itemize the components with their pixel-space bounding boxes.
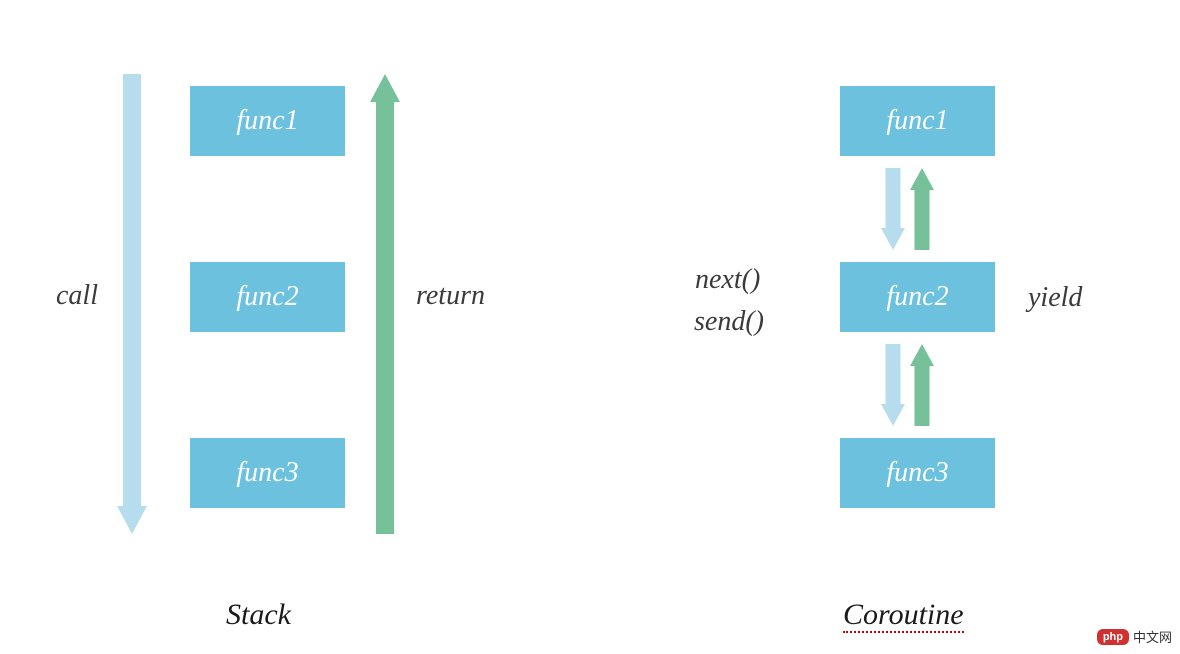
- coroutine-box-func3: func3: [840, 438, 995, 508]
- coroutine-box-func1: func1: [840, 86, 995, 156]
- watermark-text: 中文网: [1133, 627, 1172, 646]
- watermark: php 中文网: [1097, 627, 1172, 646]
- coroutine-label-next: next(): [695, 264, 760, 296]
- watermark-badge: php: [1097, 629, 1129, 645]
- stack-box-func3: func3: [190, 438, 345, 508]
- stack-box-func1-label: func1: [236, 105, 298, 137]
- coroutine-arrow-down-2: [881, 344, 905, 426]
- diagram-root: func1 func2 func3 call return Stack: [0, 0, 1180, 654]
- stack-label-return: return: [416, 280, 485, 312]
- coroutine-box-func1-label: func1: [886, 105, 948, 137]
- stack-call-arrow: [117, 74, 147, 534]
- stack-box-func1: func1: [190, 86, 345, 156]
- stack-box-func3-label: func3: [236, 457, 298, 489]
- stack-box-func2: func2: [190, 262, 345, 332]
- stack-box-func2-label: func2: [236, 281, 298, 313]
- coroutine-arrow-up-2: [910, 344, 934, 426]
- stack-return-arrow: [370, 74, 400, 534]
- coroutine-title: Coroutine: [843, 598, 964, 632]
- coroutine-arrow-up-1: [910, 168, 934, 250]
- coroutine-label-yield: yield: [1028, 282, 1082, 314]
- coroutine-box-func2: func2: [840, 262, 995, 332]
- stack-label-call: call: [56, 280, 98, 312]
- coroutine-box-func3-label: func3: [886, 457, 948, 489]
- coroutine-box-func2-label: func2: [886, 281, 948, 313]
- coroutine-arrow-down-1: [881, 168, 905, 250]
- coroutine-label-send: send(): [694, 306, 764, 338]
- stack-title: Stack: [226, 598, 291, 632]
